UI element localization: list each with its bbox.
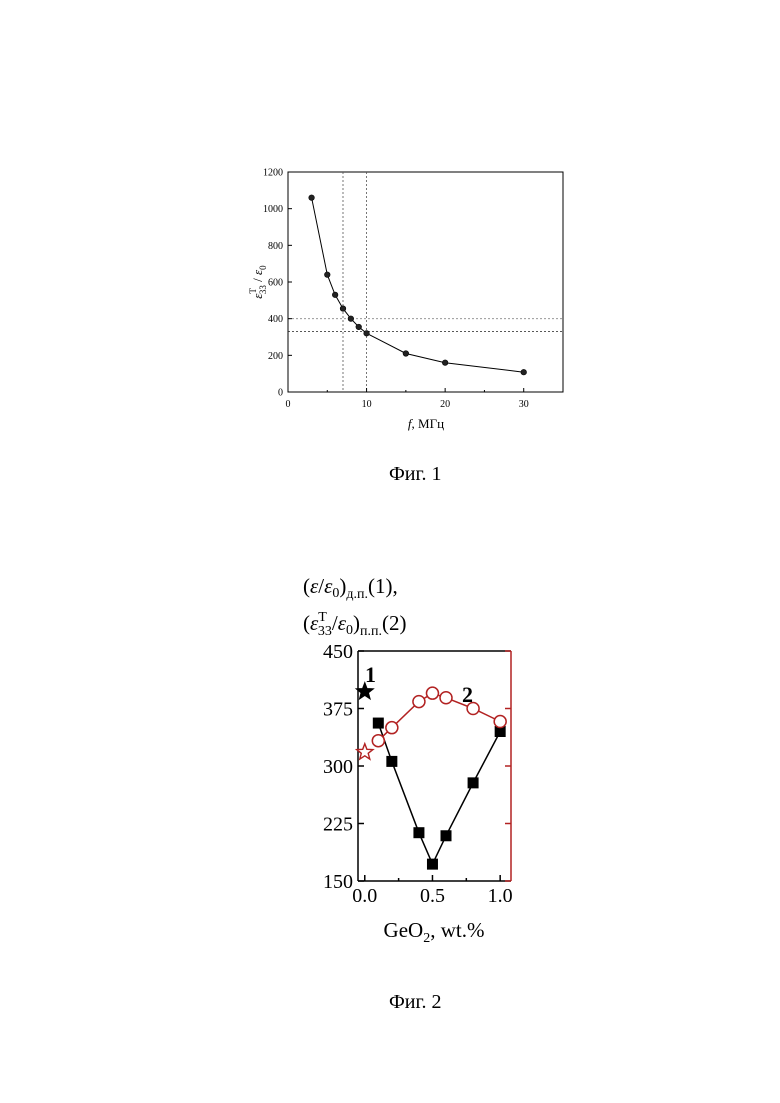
- chart-1-x-axis-label: f, МГц: [408, 416, 444, 431]
- chart-2: 0.00.51.0150225300375450 (ε/ε0)д.п.(1), …: [303, 574, 513, 946]
- chart-1-y-tick-label: 1200: [263, 168, 283, 179]
- chart-2-y-label-line-2: (εT33/ε0)п.п.(2): [303, 610, 406, 639]
- chart-2-y-tick-label: 450: [323, 641, 353, 663]
- chart-1-reference-lines: [288, 172, 563, 392]
- chart-1-y-tick-label: 200: [268, 351, 283, 362]
- chart-2-series-1-point: [373, 718, 384, 729]
- chart-1-y-tick-label: 1000: [263, 204, 283, 215]
- chart-2-x-tick-label: 0.0: [352, 885, 377, 907]
- chart-1-ticks: 0 10 20 30 0 200 400 600 800 1000 1200: [263, 168, 529, 411]
- chart-2-series-2-point: [413, 696, 425, 708]
- chart-1-data-point: [332, 292, 338, 298]
- chart-1-y-tick-label: 400: [268, 314, 283, 325]
- chart-1-data-point: [348, 316, 354, 322]
- chart-1-y-axis-label: εT33 / ε0: [248, 265, 268, 299]
- chart-1-data-point: [521, 369, 527, 375]
- chart-1-y-tick-label: 600: [268, 278, 283, 289]
- chart-1-data-point: [442, 360, 448, 366]
- chart-2-x-axis-label: GeO2, wt.%: [384, 918, 485, 946]
- chart-2-series-2-point: [440, 692, 452, 704]
- chart-1-x-tick-label: 0: [286, 399, 291, 410]
- chart-2-series-2-point: [494, 716, 506, 728]
- chart-1-series: [309, 195, 527, 375]
- chart-2-series-1-point: [386, 756, 397, 767]
- chart-1-data-point: [324, 272, 330, 278]
- chart-2-x-tick-label: 1.0: [488, 885, 513, 907]
- chart-1-data-point: [364, 331, 370, 337]
- chart-1-y-tick-label: 800: [268, 241, 283, 252]
- chart-2-y-tick-label: 225: [323, 814, 353, 836]
- chart-2-series-1-point: [468, 777, 479, 788]
- chart-2-series-2-label: 2: [462, 682, 473, 707]
- figure-1-caption: Фиг. 1: [389, 463, 441, 486]
- chart-2-series-2-line: [378, 693, 500, 741]
- chart-2-series-2-point: [386, 722, 398, 734]
- chart-1-series-line: [312, 198, 524, 373]
- chart-2-ticks: 0.0 0.5 1.0 150 225 300 375 450: [323, 641, 513, 907]
- chart-2-y-label-line-1: (ε/ε0)д.п.(1),: [303, 574, 398, 602]
- chart-2-series-2-start-star: [357, 744, 373, 759]
- chart-1: 0 10 20 30 0 200 400 600 800 1000 1200 εT33 / ε0 f…: [248, 168, 563, 432]
- chart-2-series-1-point: [413, 827, 424, 838]
- chart-1-x-tick-label: 20: [440, 399, 450, 410]
- chart-2-series-1-line: [378, 723, 500, 864]
- figure-2-caption: Фиг. 2: [389, 991, 441, 1014]
- chart-2-series-2-point: [426, 687, 438, 699]
- chart-1-data-point: [309, 195, 315, 201]
- chart-1-data-point: [403, 351, 409, 357]
- chart-2-y-tick-label: 150: [323, 871, 353, 893]
- chart-2-series-1-point: [441, 830, 452, 841]
- chart-1-data-point: [356, 324, 362, 330]
- chart-1-x-tick-label: 10: [362, 399, 372, 410]
- chart-1-y-tick-label: 0: [278, 388, 283, 399]
- chart-1-frame: [288, 172, 563, 392]
- chart-2-series: [357, 683, 506, 870]
- chart-1-x-tick-label: 30: [519, 399, 529, 410]
- chart-2-x-tick-label: 0.5: [420, 885, 445, 907]
- chart-2-y-tick-label: 300: [323, 756, 353, 778]
- chart-1-data-point: [340, 306, 346, 312]
- chart-2-series-2-point: [372, 735, 384, 747]
- chart-2-series-1-label: 1: [365, 662, 376, 687]
- chart-2-y-tick-label: 375: [323, 699, 353, 721]
- chart-2-series-1-point: [427, 859, 438, 870]
